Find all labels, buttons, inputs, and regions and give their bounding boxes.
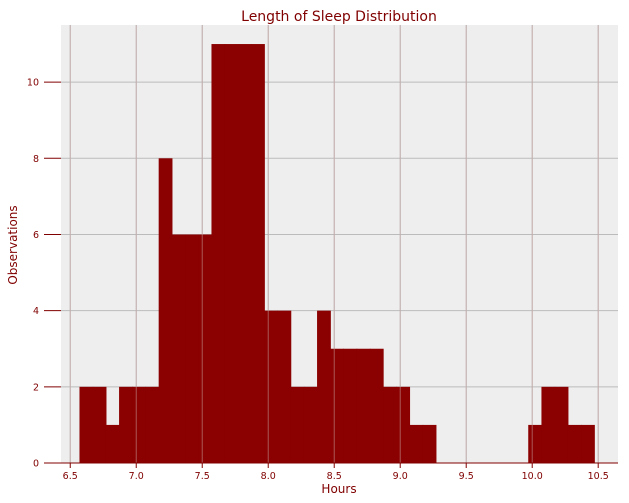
histogram-bar-30 bbox=[567, 424, 582, 463]
histogram-bar-9 bbox=[198, 234, 213, 463]
histogram-bar-21 bbox=[356, 348, 371, 463]
x-tick-label-6: 9.5 bbox=[459, 471, 474, 482]
histogram-bar-23 bbox=[383, 386, 397, 463]
histogram-bar-22 bbox=[369, 348, 384, 463]
x-tick-label-3: 8.0 bbox=[261, 471, 276, 482]
histogram-bar-26 bbox=[422, 424, 437, 463]
x-tick-label-8: 10.5 bbox=[588, 471, 609, 482]
histogram-bar-6 bbox=[158, 158, 173, 463]
histogram-bar-31 bbox=[581, 424, 595, 463]
y-tick-label-2: 4 bbox=[33, 306, 39, 317]
y-tick-label-5: 10 bbox=[27, 78, 39, 89]
histogram-bar-19 bbox=[330, 348, 345, 463]
histogram-bar-0 bbox=[79, 386, 94, 463]
histogram-bar-25 bbox=[409, 424, 424, 463]
histogram-bar-24 bbox=[396, 386, 411, 463]
histogram-bar-27 bbox=[528, 424, 543, 463]
x-tick-label-4: 8.5 bbox=[327, 471, 342, 482]
histogram-bar-16 bbox=[290, 386, 305, 463]
histogram-bar-13 bbox=[251, 44, 265, 463]
histogram-bar-28 bbox=[541, 386, 556, 463]
x-tick-label-7: 10.0 bbox=[522, 471, 543, 482]
histogram-bar-11 bbox=[224, 44, 239, 463]
histogram-bar-12 bbox=[237, 44, 252, 463]
histogram-bar-10 bbox=[211, 44, 226, 463]
histogram-bar-2 bbox=[105, 424, 120, 463]
x-tick-label-1: 7.0 bbox=[129, 471, 144, 482]
x-tick-label-5: 9.0 bbox=[393, 471, 408, 482]
histogram-bar-4 bbox=[132, 386, 147, 463]
histogram-bar-3 bbox=[119, 386, 133, 463]
histogram-bar-15 bbox=[277, 310, 292, 463]
bars bbox=[69, 25, 599, 463]
histogram-bar-5 bbox=[145, 386, 160, 463]
x-axis-label: Hours bbox=[321, 482, 356, 496]
x-tick-label-0: 6.5 bbox=[63, 471, 78, 482]
y-tick-label-4: 8 bbox=[33, 154, 39, 165]
chart-title: Length of Sleep Distribution bbox=[241, 9, 437, 25]
histogram-bar-14 bbox=[264, 310, 279, 463]
histogram-bar-1 bbox=[92, 386, 107, 463]
y-tick-label-0: 0 bbox=[33, 459, 39, 470]
y-axis-label: Observations bbox=[6, 205, 20, 284]
y-tick-label-3: 6 bbox=[33, 230, 39, 241]
histogram-bar-20 bbox=[343, 348, 358, 463]
y-tick-label-1: 2 bbox=[33, 382, 39, 393]
histogram-bar-17 bbox=[303, 386, 318, 463]
histogram-bar-7 bbox=[171, 234, 186, 463]
x-tick-label-2: 7.5 bbox=[195, 471, 210, 482]
histogram-bar-29 bbox=[554, 386, 569, 463]
y-axis-ticks: 0 2 4 6 8 10 bbox=[27, 78, 61, 470]
x-axis-ticks: 6.5 7.0 7.5 8.0 8.5 9.0 9.5 10.0 10.5 bbox=[63, 463, 609, 482]
histogram-bar-8 bbox=[185, 234, 199, 463]
histogram-bar-18 bbox=[317, 310, 331, 463]
